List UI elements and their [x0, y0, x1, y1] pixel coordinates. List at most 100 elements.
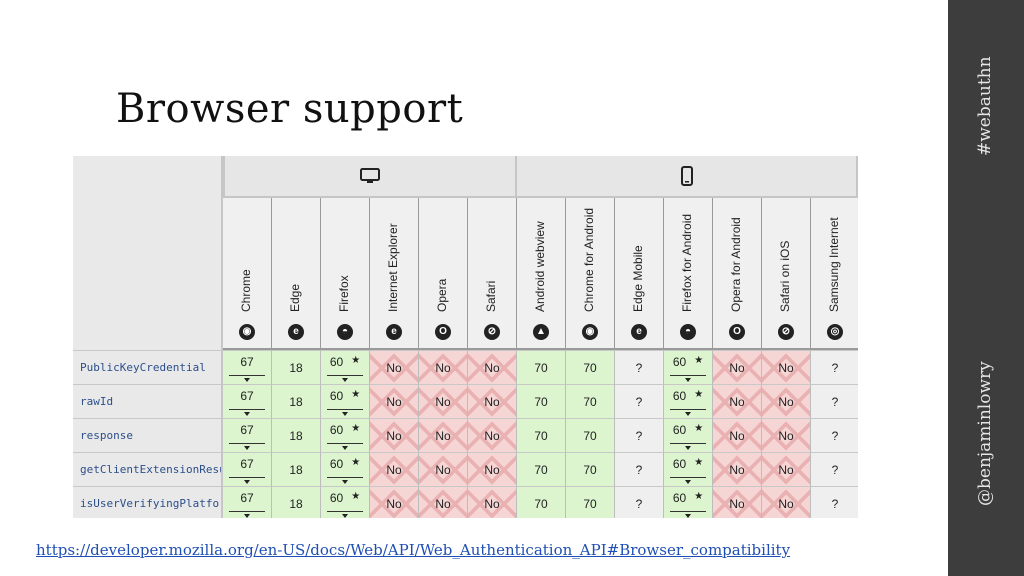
support-cell[interactable]: 70 — [517, 452, 566, 486]
support-cell: No — [419, 350, 468, 384]
phone-icon — [680, 166, 693, 186]
support-value: 67 — [240, 491, 254, 505]
support-cell: No — [713, 486, 762, 518]
flag-star-icon: ★ — [351, 491, 361, 502]
support-cell[interactable]: 60 ★ — [321, 486, 370, 518]
compat-source-link[interactable]: https://developer.mozilla.org/en-US/docs… — [36, 541, 791, 559]
expand-arrow-icon[interactable] — [685, 480, 691, 484]
note-underline — [670, 477, 706, 478]
support-cell[interactable]: 70 — [517, 418, 566, 452]
support-cell[interactable]: 67 — [223, 350, 272, 384]
support-cell: ? — [615, 418, 664, 452]
support-value: 70 — [583, 360, 597, 375]
browser-header-chrome-for-android: Chrome for Android ◉ — [566, 198, 615, 350]
support-value: No — [729, 394, 745, 409]
support-cell[interactable]: 70 — [517, 384, 566, 418]
support-cell[interactable]: 18 — [272, 418, 321, 452]
support-cell[interactable]: 60 ★ — [321, 418, 370, 452]
support-cell: No — [713, 418, 762, 452]
support-value: ? — [831, 462, 839, 477]
support-cell[interactable]: 60 ★ — [664, 452, 713, 486]
expand-arrow-icon[interactable] — [685, 378, 691, 382]
expand-arrow-icon[interactable] — [244, 378, 250, 382]
note-underline — [327, 409, 363, 410]
support-value: 18 — [289, 360, 303, 375]
support-value: 60 — [672, 423, 687, 437]
support-cell[interactable]: 70 — [566, 452, 615, 486]
expand-arrow-icon[interactable] — [342, 412, 348, 416]
browser-header-chrome: Chrome ◉ — [223, 198, 272, 350]
support-cell[interactable]: 60 ★ — [664, 418, 713, 452]
support-value: No — [435, 360, 451, 375]
support-cell: No — [762, 384, 811, 418]
expand-arrow-icon[interactable] — [342, 378, 348, 382]
expand-arrow-icon[interactable] — [685, 412, 691, 416]
support-cell[interactable]: 60 ★ — [321, 384, 370, 418]
support-cell: No — [468, 486, 517, 518]
support-value: No — [386, 360, 402, 375]
feature-name[interactable]: rawId — [73, 384, 223, 418]
expand-arrow-icon[interactable] — [244, 514, 250, 518]
support-cell[interactable]: 67 — [223, 384, 272, 418]
flag-star-icon: ★ — [694, 491, 704, 502]
expand-arrow-icon[interactable] — [244, 446, 250, 450]
support-cell[interactable]: 18 — [272, 384, 321, 418]
support-cell[interactable]: 60 ★ — [664, 486, 713, 518]
note-underline — [327, 477, 363, 478]
support-value: ? — [635, 360, 643, 375]
support-cell[interactable]: 18 — [272, 486, 321, 518]
support-cell[interactable]: 70 — [566, 384, 615, 418]
support-cell[interactable]: 60 ★ — [321, 350, 370, 384]
feature-name[interactable]: response — [73, 418, 223, 452]
feature-name[interactable]: isUserVerifyingPlatfor — [73, 486, 223, 518]
support-cell[interactable]: 60 ★ — [664, 384, 713, 418]
support-cell[interactable]: 18 — [272, 452, 321, 486]
author-handle: @benjaminlowry — [975, 361, 995, 506]
note-underline — [327, 443, 363, 444]
support-cell: ? — [811, 452, 858, 486]
support-cell: No — [419, 418, 468, 452]
flag-star-icon: ★ — [351, 457, 361, 468]
support-value: 67 — [240, 457, 254, 471]
support-cell[interactable]: 70 — [566, 486, 615, 518]
firefox-icon: ◓ — [337, 324, 353, 340]
support-value: 67 — [240, 355, 254, 369]
expand-arrow-icon[interactable] — [685, 514, 691, 518]
support-value: No — [435, 428, 451, 443]
browser-header-safari-on-ios: Safari on iOS ⊘ — [762, 198, 811, 350]
support-cell[interactable]: 70 — [566, 418, 615, 452]
feature-name[interactable]: getClientExtensionResu — [73, 452, 223, 486]
support-cell: No — [468, 418, 517, 452]
support-value: 60 — [672, 389, 687, 403]
support-value: No — [778, 496, 794, 511]
note-underline — [229, 443, 265, 444]
support-cell[interactable]: 67 — [223, 452, 272, 486]
support-value: No — [386, 496, 402, 511]
edge-icon: e — [631, 324, 647, 340]
expand-arrow-icon[interactable] — [342, 514, 348, 518]
expand-arrow-icon[interactable] — [342, 480, 348, 484]
flag-star-icon: ★ — [351, 389, 361, 400]
support-cell[interactable]: 18 — [272, 350, 321, 384]
support-cell[interactable]: 67 — [223, 418, 272, 452]
support-cell[interactable]: 70 — [566, 350, 615, 384]
expand-arrow-icon[interactable] — [342, 446, 348, 450]
support-cell[interactable]: 70 — [517, 486, 566, 518]
desktop-group-header — [223, 156, 517, 198]
support-cell[interactable]: 67 — [223, 486, 272, 518]
support-cell[interactable]: 60 ★ — [321, 452, 370, 486]
support-cell[interactable]: 70 — [517, 350, 566, 384]
support-value: 60 — [672, 457, 687, 471]
support-value: 60 — [329, 355, 344, 369]
support-cell: No — [370, 350, 419, 384]
expand-arrow-icon[interactable] — [685, 446, 691, 450]
support-cell: No — [762, 452, 811, 486]
expand-arrow-icon[interactable] — [244, 412, 250, 416]
edge-icon: e — [288, 324, 304, 340]
support-cell[interactable]: 60 ★ — [664, 350, 713, 384]
expand-arrow-icon[interactable] — [244, 480, 250, 484]
feature-name[interactable]: PublicKeyCredential — [73, 350, 223, 384]
support-value: No — [778, 462, 794, 477]
support-cell: No — [713, 384, 762, 418]
support-value: ? — [831, 360, 839, 375]
